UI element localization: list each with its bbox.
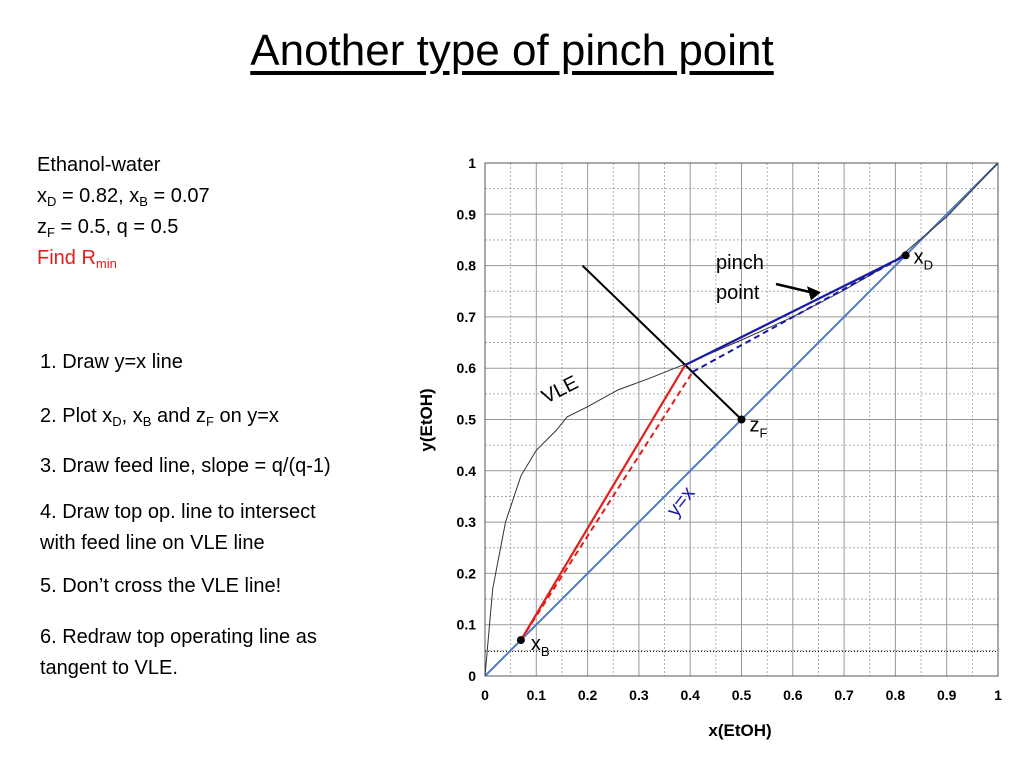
x-tick-label: 0.6 bbox=[783, 687, 803, 703]
x-tick-label: 0.2 bbox=[578, 687, 598, 703]
step-6-line-1: 6. Redraw top operating line as bbox=[40, 626, 317, 648]
pinch-label-line-2: point bbox=[716, 282, 760, 304]
x-tick-label: 0 bbox=[481, 687, 489, 703]
spec-composition: xD = 0.82, xB = 0.07 bbox=[37, 185, 210, 209]
y-axis-label: y(EtOH) bbox=[417, 388, 436, 451]
y-tick-label: 0.6 bbox=[457, 360, 477, 376]
x-tick-label: 0.5 bbox=[732, 687, 752, 703]
feed-line bbox=[581, 264, 743, 421]
problem-statement: Ethanol-water xD = 0.82, xB = 0.07 zF = … bbox=[37, 150, 210, 274]
step-1: 1. Draw y=x line bbox=[40, 351, 183, 373]
point-xB bbox=[516, 636, 525, 645]
system-name: Ethanol-water bbox=[37, 154, 161, 176]
bottom-operating-line bbox=[519, 364, 687, 641]
y-tick-label: 0.2 bbox=[457, 565, 477, 581]
spec-feed: zF = 0.5, q = 0.5 bbox=[37, 216, 179, 240]
step-4-line-2: with feed line on VLE line bbox=[40, 532, 265, 554]
y-tick-label: 0.1 bbox=[457, 617, 477, 633]
point-label-xD: xD bbox=[914, 246, 933, 272]
pinch-label-line-1: pinch bbox=[716, 252, 764, 274]
x-tick-label: 0.3 bbox=[629, 687, 649, 703]
y-tick-label: 0.8 bbox=[457, 258, 477, 274]
x-tick-label: 0.1 bbox=[527, 687, 547, 703]
y-tick-label: 0.7 bbox=[457, 309, 477, 325]
slide-title: Another type of pinch point bbox=[250, 26, 774, 75]
diagonal-label: y=x bbox=[663, 483, 700, 522]
x-tick-label: 1 bbox=[994, 687, 1002, 703]
step-6-line-2: tangent to VLE. bbox=[40, 657, 178, 679]
y-tick-label: 0.5 bbox=[457, 412, 477, 428]
step-3: 3. Draw feed line, slope = q/(q-1) bbox=[40, 455, 331, 477]
step-4-line-1: 4. Draw top op. line to intersect bbox=[40, 501, 316, 523]
step-4: 4. Draw top op. line to intersect with f… bbox=[40, 497, 316, 559]
top-operating-line-tangent bbox=[692, 254, 907, 373]
point-label-xB: xB bbox=[531, 633, 550, 659]
vle-label: VLE bbox=[538, 372, 582, 409]
plot-frame bbox=[484, 162, 999, 677]
point-zF bbox=[737, 415, 746, 424]
y-tick-label: 0 bbox=[468, 668, 476, 684]
top-operating-line bbox=[684, 254, 907, 367]
pinch-arrow-head bbox=[807, 286, 822, 301]
x-axis-label: x(EtOH) bbox=[708, 721, 771, 740]
point-xD bbox=[901, 251, 910, 260]
y-tick-label: 1 bbox=[468, 155, 476, 171]
y-tick-label: 0.4 bbox=[457, 463, 477, 479]
bottom-operating-line-tangent bbox=[520, 371, 694, 641]
x-tick-label: 0.8 bbox=[886, 687, 906, 703]
y-tick-label: 0.9 bbox=[457, 206, 477, 222]
x-tick-label: 0.9 bbox=[937, 687, 957, 703]
find-rmin: Find Rmin bbox=[37, 247, 117, 271]
y-tick-label: 0.3 bbox=[457, 514, 477, 530]
x-tick-label: 0.7 bbox=[834, 687, 854, 703]
step-6: 6. Redraw top operating line as tangent … bbox=[40, 622, 317, 684]
step-5: 5. Don’t cross the VLE line! bbox=[40, 575, 282, 597]
step-2: 2. Plot xD, xB and zF on y=x bbox=[40, 405, 279, 429]
x-tick-label: 0.4 bbox=[680, 687, 700, 703]
pinch-arrow-shaft bbox=[775, 282, 816, 295]
point-label-zF: zF bbox=[750, 415, 768, 441]
